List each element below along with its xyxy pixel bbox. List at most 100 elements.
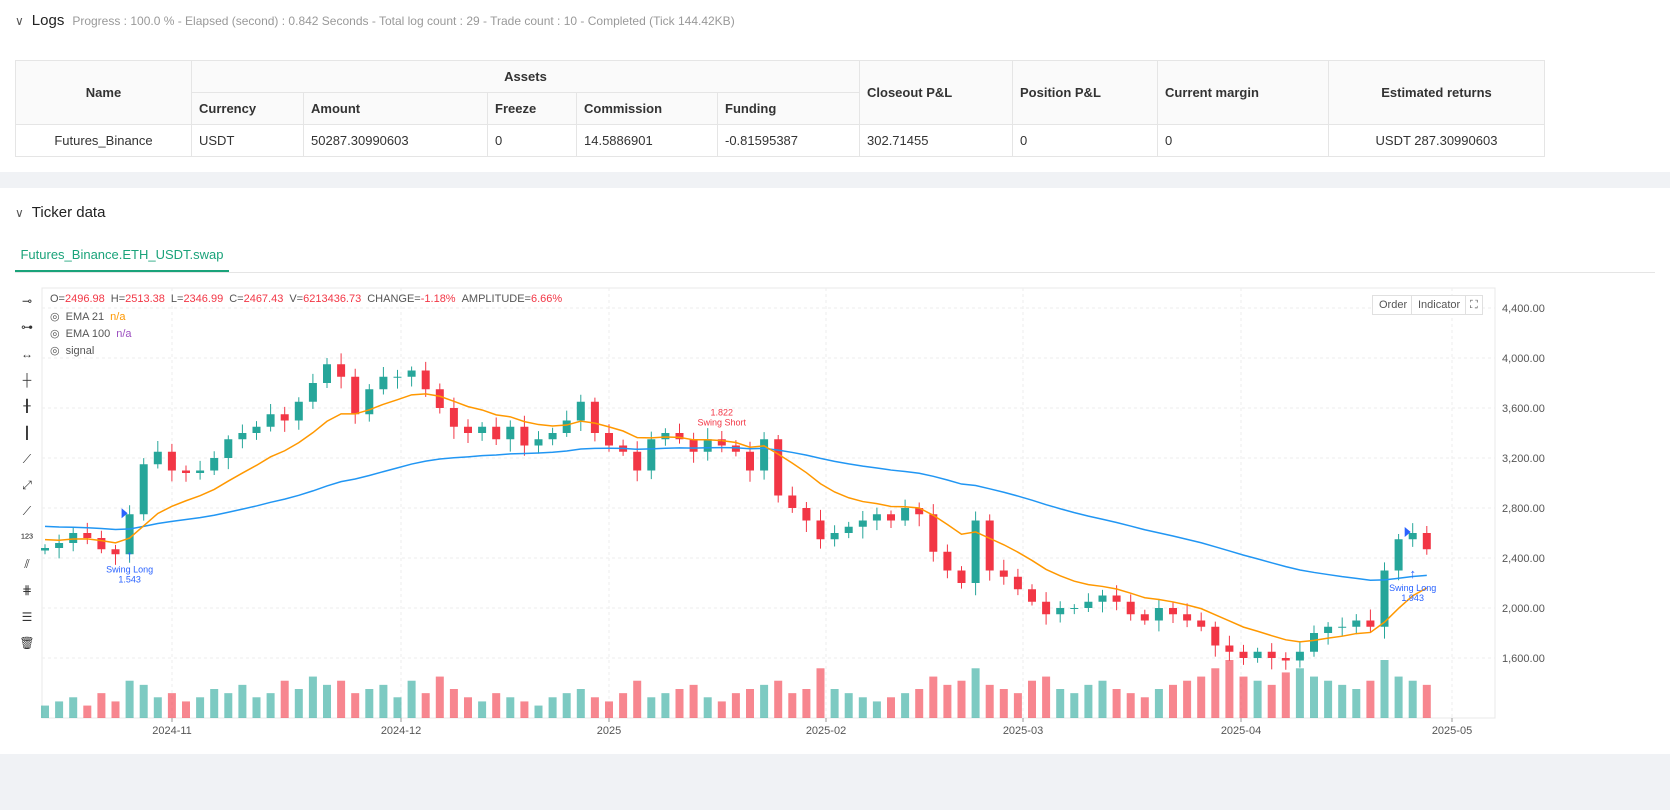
candle-body <box>746 451 754 471</box>
cell-funding: -0.81595387 <box>717 124 860 157</box>
col-assets: Assets <box>191 60 860 93</box>
candle-body <box>224 439 233 458</box>
candle-body <box>1253 651 1262 658</box>
eye-icon[interactable]: ◎ <box>50 345 60 357</box>
candle-body <box>1197 620 1206 627</box>
ticker-header[interactable]: ∨ Ticker data <box>15 204 105 221</box>
y-tick-label: 2,400.00 <box>1502 553 1545 565</box>
table-row: Futures_Binance USDT 50287.30990603 0 14… <box>15 124 1545 157</box>
x-tick-label: 2024-11 <box>152 725 192 737</box>
fullscreen-icon[interactable]: ⛶ <box>1465 295 1483 315</box>
candle-body <box>957 570 966 583</box>
candle-body <box>1112 595 1121 602</box>
trend-line-icon[interactable]: ⟋ <box>22 451 32 466</box>
col-closeout: Closeout P&L <box>859 60 1013 125</box>
candle-body <box>675 433 684 440</box>
legend-ema100[interactable]: ◎ EMA 100 n/a <box>50 327 132 341</box>
signal-label: 1.822 <box>711 408 734 418</box>
parallel-channel-icon[interactable]: ⫽ <box>24 557 30 571</box>
signal-label: Swing Long <box>106 564 153 574</box>
candle-body <box>802 508 811 521</box>
x-tick-label: 2025-05 <box>1432 725 1472 737</box>
volume-bar <box>464 697 472 718</box>
volume-bar <box>55 701 64 718</box>
candle-body <box>1154 608 1163 621</box>
candle-body <box>407 370 416 377</box>
indicator-button[interactable]: Indicator <box>1411 295 1468 315</box>
volume-bar <box>492 693 501 718</box>
volume-bar <box>1070 693 1079 718</box>
segment-line-icon[interactable]: ⟋ <box>22 504 32 519</box>
volume-bar <box>1126 693 1135 718</box>
volume-bar <box>167 693 176 718</box>
volume-bar <box>1394 676 1403 718</box>
signal-marker <box>1404 527 1411 537</box>
fib-retracement-icon[interactable]: ☰ <box>21 609 33 624</box>
volume-bar <box>1028 680 1036 718</box>
volume-bar <box>69 697 78 718</box>
candle-body <box>1126 601 1135 615</box>
volume-bar <box>1422 684 1431 718</box>
candle-body <box>887 514 895 521</box>
vertical-segment-icon[interactable]: ╂ <box>23 399 31 414</box>
candle-body <box>1098 595 1107 602</box>
tab-eth-usdt-swap[interactable]: Futures_Binance.ETH_USDT.swap <box>15 238 229 272</box>
col-margin: Current margin <box>1157 60 1329 125</box>
candle-body <box>351 376 360 415</box>
volume-bar <box>224 693 233 718</box>
candle-body <box>449 408 458 427</box>
volume-bar <box>802 689 811 718</box>
volume-bar <box>520 701 529 718</box>
col-commission: Commission <box>576 92 718 125</box>
horizontal-line-icon[interactable]: ⊸ <box>21 294 33 308</box>
cell-currency: USDT <box>191 124 304 157</box>
chevron-down-icon[interactable]: ∨ <box>15 206 24 220</box>
change-value: -1.18% <box>420 293 456 305</box>
candle-body <box>1211 626 1220 646</box>
candle-body <box>308 383 317 402</box>
price-label-icon[interactable]: ¹²³ <box>21 530 33 545</box>
eye-icon[interactable]: ◎ <box>50 311 60 323</box>
vertical-line-icon[interactable]: ┼ <box>22 372 32 387</box>
ray-line-icon[interactable]: ⤢ <box>22 478 32 493</box>
horizontal-ray-icon[interactable]: ⊶ <box>21 320 33 335</box>
volume-bar <box>1197 676 1206 718</box>
ohlc-readout: O=2496.98 H=2513.38 L=2346.99 C=2467.43 … <box>50 293 563 305</box>
candle-body <box>280 414 289 421</box>
candle-body <box>1394 539 1403 571</box>
candle-body <box>1042 601 1051 615</box>
pitchfork-icon[interactable]: ⋕ <box>21 583 33 598</box>
volume-bar <box>647 697 656 718</box>
candle-body <box>379 376 388 390</box>
col-freeze: Freeze <box>487 92 577 125</box>
open-value: 2496.98 <box>64 293 105 305</box>
volume-bar <box>365 689 374 718</box>
y-tick-label: 1,600.00 <box>1502 653 1545 665</box>
candle-body <box>83 533 92 538</box>
candle-body <box>125 514 134 555</box>
eye-icon[interactable]: ◎ <box>50 328 60 340</box>
extended-line-icon[interactable]: ↔ <box>21 346 33 361</box>
candle-body <box>139 464 148 515</box>
volume-bar <box>760 684 769 718</box>
price-range-icon[interactable]: ┃ <box>23 425 31 440</box>
volume-bar <box>308 676 317 718</box>
candle-body <box>816 520 825 540</box>
volume-bar <box>703 697 712 718</box>
candle-body <box>731 445 740 452</box>
legend-ema21[interactable]: ◎ EMA 21 n/a <box>50 310 126 324</box>
volume-bar <box>872 701 881 718</box>
legend-signal[interactable]: ◎ signal <box>50 344 95 358</box>
trash-icon[interactable]: 🗑 <box>19 635 35 650</box>
volume-bar <box>1310 676 1318 718</box>
volume-bar <box>139 684 148 718</box>
volume-bar <box>210 689 219 718</box>
candle-body <box>605 433 613 446</box>
volume-bar <box>590 697 599 718</box>
logs-header[interactable]: ∨ Logs Progress : 100.0 % - Elapsed (sec… <box>15 12 735 29</box>
chevron-down-icon[interactable]: ∨ <box>15 14 24 28</box>
order-button[interactable]: Order <box>1372 295 1415 315</box>
volume-bar <box>111 701 120 718</box>
cell-returns: USDT 287.30990603 <box>1328 124 1545 157</box>
